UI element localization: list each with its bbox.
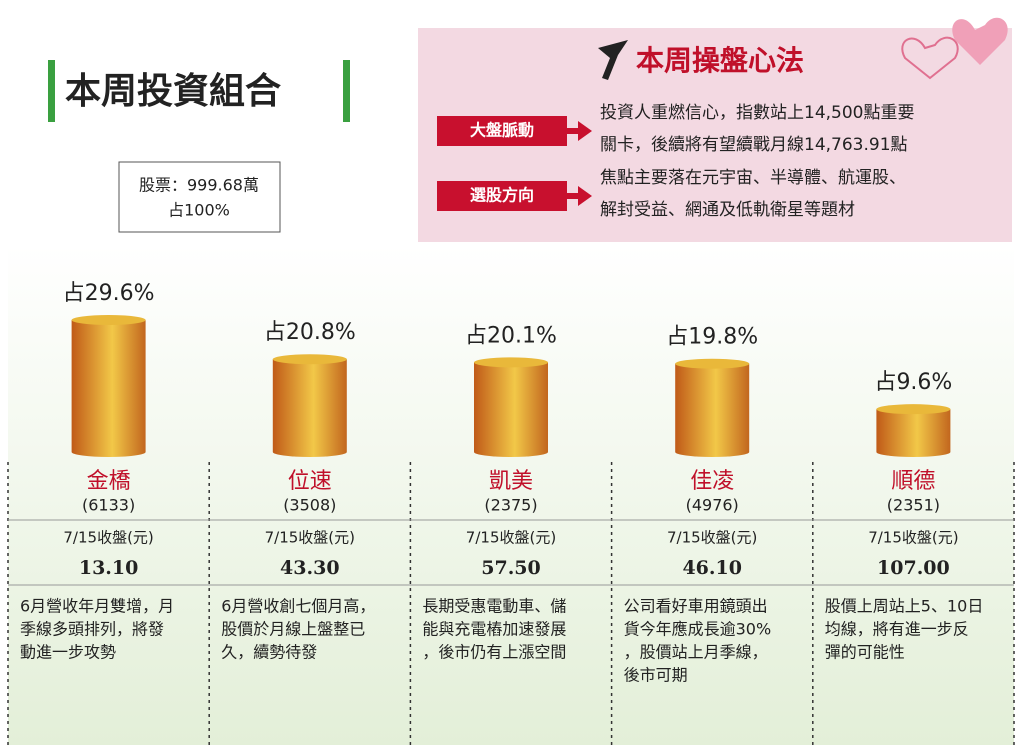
cylinder — [675, 363, 750, 457]
description: 季線多頭排列，將發 — [20, 620, 164, 639]
tag-box — [437, 181, 567, 211]
description: 6月營收創七個月高， — [221, 597, 375, 616]
panel-text: 關卡，後續將有望續戰月線14,763.91點 — [600, 135, 908, 155]
total-box — [118, 161, 281, 233]
value-label: 占29.6% — [63, 281, 155, 306]
stock-name: 順德 — [891, 469, 935, 494]
cylinder-top — [272, 354, 347, 365]
description: 公司看好車用鏡頭出 — [624, 597, 768, 616]
stock-code: (4976) — [686, 496, 739, 515]
description: 貨今年應成長逾30% — [624, 620, 772, 639]
panel-text: 投資人重燃信心，指數站上14,500點重要 — [600, 103, 914, 123]
price-label: 7/15收盤(元) — [63, 529, 153, 547]
value-label: 占9.6% — [874, 370, 952, 395]
cylinder — [272, 359, 347, 457]
value-label: 占20.8% — [264, 320, 356, 345]
arrow — [567, 121, 592, 141]
stock-name: 位速 — [288, 469, 332, 494]
stock-name: 金橋 — [87, 469, 131, 494]
tag-box — [437, 116, 567, 146]
cylinder-top — [876, 404, 951, 415]
tag-label: 大盤脈動 — [470, 121, 534, 140]
description: ，後市仍有上漲空間 — [422, 643, 566, 662]
description: 動進一步攻勢 — [20, 643, 116, 662]
price-label: 7/15收盤(元) — [265, 529, 355, 547]
page-title: 本周投資組合 — [65, 71, 281, 112]
stock-code: (6133) — [82, 496, 135, 515]
stock-code: (2375) — [484, 496, 537, 515]
description: ，股價站上月季線， — [624, 643, 768, 662]
cylinder — [71, 319, 146, 457]
description: 6月營收年月雙增，月 — [20, 597, 174, 616]
heart-icon — [952, 17, 1008, 65]
description: 長期受惠電動車、儲 — [422, 597, 566, 616]
cylinder — [876, 409, 951, 457]
panel-title: 本周操盤心法 — [636, 44, 804, 77]
price: 13.10 — [79, 557, 139, 579]
description: 彈的可能性 — [825, 643, 905, 662]
stock-code: (2351) — [887, 496, 940, 515]
tag-label: 選股方向 — [470, 186, 534, 205]
price-label: 7/15收盤(元) — [466, 529, 556, 547]
value-label: 占19.8% — [666, 325, 758, 350]
price-label: 7/15收盤(元) — [868, 529, 958, 547]
price: 107.00 — [877, 557, 950, 579]
arrow — [567, 186, 592, 206]
price: 43.30 — [280, 557, 340, 579]
description: 股價於月線上盤整已 — [221, 620, 365, 639]
description: 久，續勢待發 — [221, 643, 317, 662]
title-bar — [48, 60, 55, 122]
heart-icon — [901, 36, 959, 80]
panel-text: 解封受益、網通及低軌衛星等題材 — [600, 200, 855, 220]
description: 股價上周站上5、10日 — [825, 597, 984, 616]
stock-name: 佳凌 — [690, 469, 734, 494]
description: 均線，將有進一步反 — [825, 620, 969, 639]
price: 57.50 — [481, 557, 541, 579]
total-amount: 股票：999.68萬 — [139, 176, 259, 195]
logo-icon — [598, 40, 628, 80]
price: 46.10 — [682, 557, 742, 579]
panel-text: 焦點主要落在元宇宙、半導體、航運股、 — [600, 168, 906, 188]
cylinder-top — [474, 357, 548, 368]
description: 能與充電樁加速發展 — [422, 620, 566, 639]
description: 後市可期 — [624, 666, 688, 685]
total-share: 占100% — [168, 201, 230, 220]
chart-background — [8, 245, 1014, 745]
value-label: 占20.1% — [465, 323, 557, 348]
price-label: 7/15收盤(元) — [667, 529, 757, 547]
stock-name: 凱美 — [489, 469, 533, 494]
stock-code: (3508) — [283, 496, 336, 515]
cylinder — [474, 362, 548, 457]
cylinder-top — [675, 358, 750, 369]
title-bar — [343, 60, 350, 122]
cylinder-top — [71, 314, 146, 325]
